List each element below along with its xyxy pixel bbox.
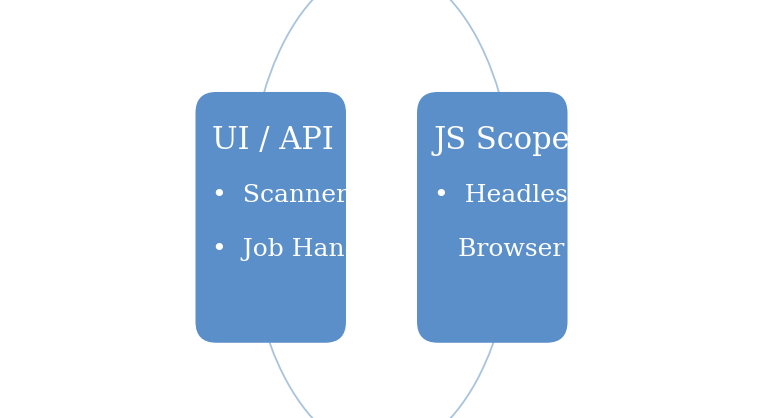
Text: •  Scanner: • Scanner — [212, 184, 348, 207]
Text: •  Job Handler: • Job Handler — [212, 238, 395, 261]
FancyBboxPatch shape — [195, 92, 346, 343]
Text: •  Headless: • Headless — [433, 184, 580, 207]
Text: Browser: Browser — [433, 238, 564, 261]
FancyBboxPatch shape — [417, 92, 568, 343]
Text: UI / API: UI / API — [212, 125, 334, 156]
Text: JS Scope: JS Scope — [433, 125, 571, 156]
